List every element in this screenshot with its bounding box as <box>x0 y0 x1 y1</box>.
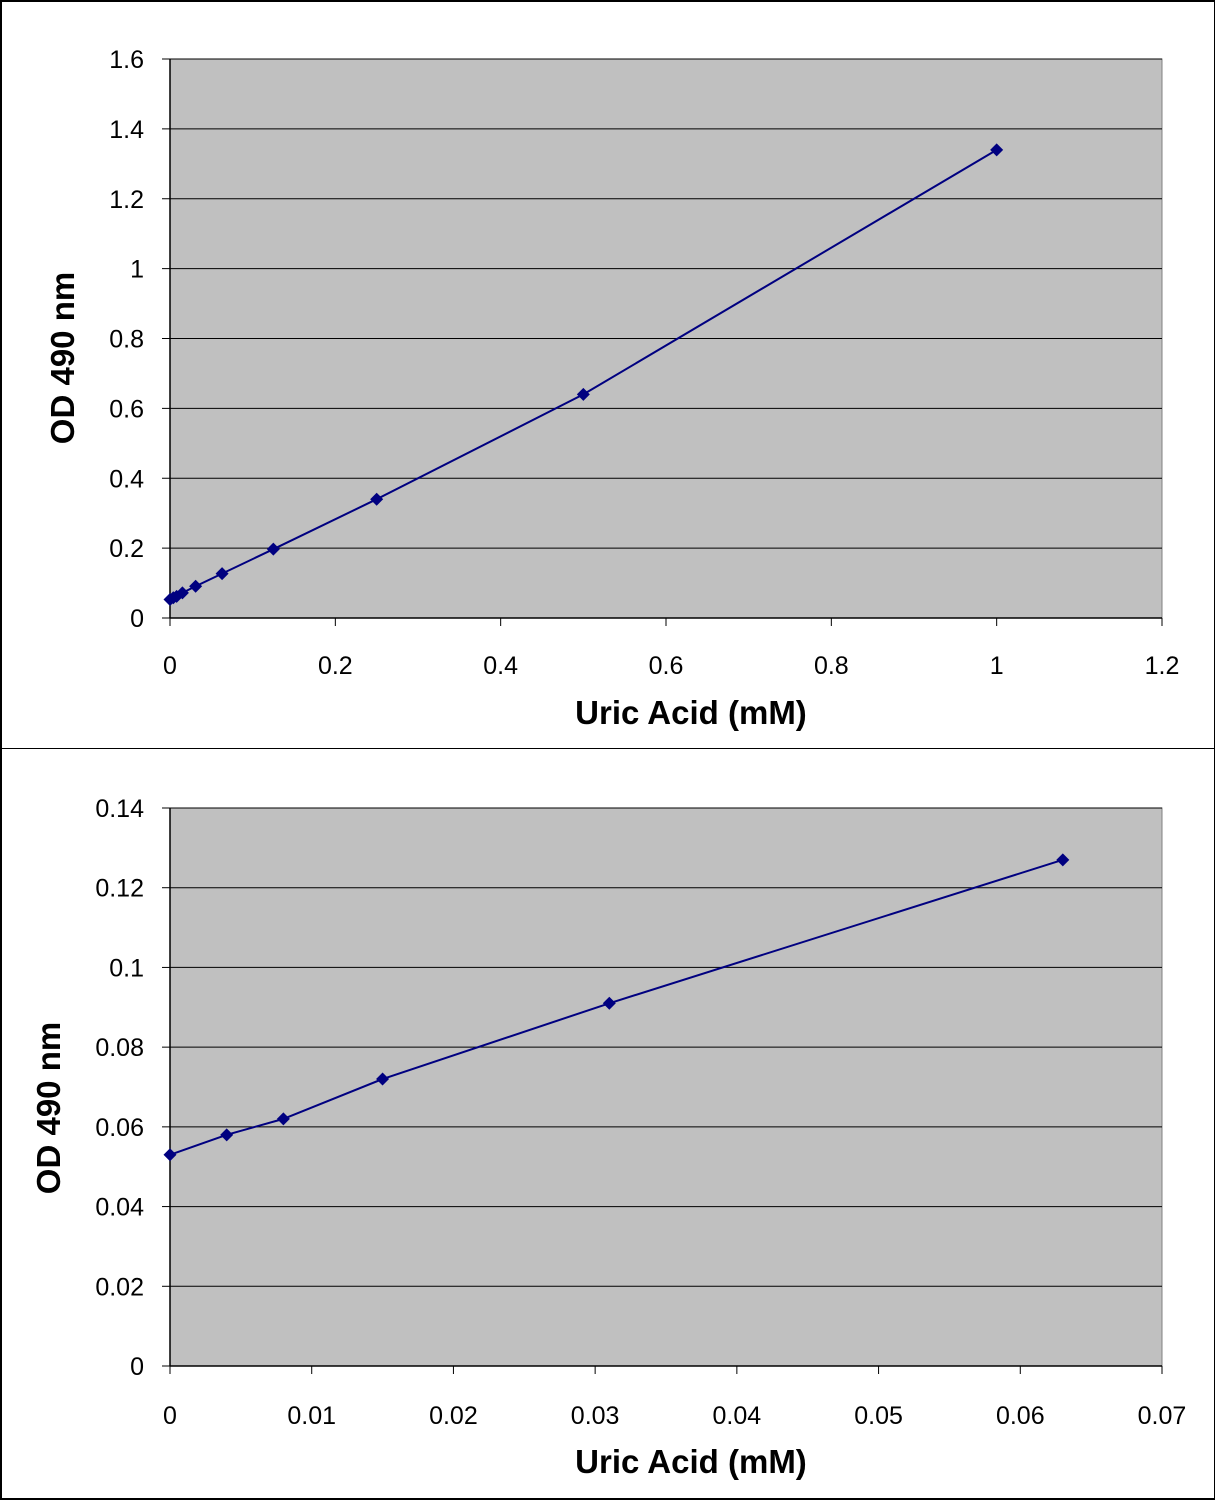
chart-2-x-tick-label: 0.06 <box>996 1402 1045 1430</box>
chart-2-x-tick-label: 0.05 <box>854 1402 903 1430</box>
chart-1-y-tick-label: 0.6 <box>109 395 144 423</box>
chart-1-x-tick-label: 1 <box>990 652 1004 680</box>
chart-1-x-tick-label: 0.8 <box>814 652 849 680</box>
chart-1-data-point <box>175 586 189 600</box>
chart-2-data-point <box>163 1148 177 1162</box>
chart-1-y-tick-label: 1.6 <box>109 46 144 74</box>
chart-1-data-point <box>189 579 203 593</box>
chart-1-data-point <box>370 492 384 506</box>
chart-2-y-tick-label: 0.08 <box>95 1034 144 1062</box>
chart-2-y-tick-label: 0.02 <box>95 1273 144 1301</box>
chart-1-y-tick-label: 1.4 <box>109 116 144 144</box>
chart-1-data-point <box>990 143 1004 157</box>
chart-2-x-tick-label: 0.03 <box>571 1402 620 1430</box>
chart-1-x-tick-label: 1.2 <box>1145 652 1180 680</box>
chart-2-y-tick-label: 0.04 <box>95 1194 144 1222</box>
chart-2-series-line <box>169 858 1064 1156</box>
chart-2-plot-area <box>169 807 1163 1367</box>
chart-2-data-point <box>220 1128 234 1142</box>
chart-1-data-point <box>266 542 280 556</box>
chart-2-y-tick-label: 0.12 <box>95 875 144 903</box>
chart-1-x-axis-title: Uric Acid (mM) <box>575 694 807 731</box>
chart-1-x-tick-label: 0 <box>163 652 177 680</box>
chart-1-x-tick-label: 0.2 <box>318 652 353 680</box>
chart-2-x-tick-label: 0.01 <box>287 1402 336 1430</box>
chart-2-y-tick-label: 0.1 <box>109 954 144 982</box>
chart-2-x-tick-label: 0.04 <box>713 1402 762 1430</box>
chart-2-x-axis-title: Uric Acid (mM) <box>575 1443 807 1480</box>
chart-2-data-point <box>602 996 616 1010</box>
chart-1-y-tick-label: 0.8 <box>109 326 144 354</box>
chart-1-data-point <box>215 567 229 581</box>
chart-1-x-tick-label: 0.4 <box>483 652 518 680</box>
chart-1-y-tick-label: 0.4 <box>109 465 144 493</box>
chart-2-data-point <box>376 1072 390 1086</box>
chart-2-x-tick-label: 0.02 <box>429 1402 478 1430</box>
chart-2-x-tick-label: 0 <box>163 1402 177 1430</box>
chart-1-data-point <box>576 387 590 401</box>
chart-1-y-tick-label: 1 <box>130 256 144 284</box>
chart-2-y-axis-title: OD 490 nm <box>30 1022 67 1194</box>
chart-1-y-axis-title: OD 490 nm <box>44 272 81 444</box>
chart-panel-2: 0 0.02 0.04 0.06 0.08 0.1 0.12 0.14 0 0.01 0.02 0.0… <box>0 748 1215 1500</box>
chart-2: 0 0.02 0.04 0.06 0.08 0.1 0.12 0.14 0 0.01 0.02 0.0… <box>30 795 1187 1480</box>
chart-1-y-tick-label: 1.2 <box>109 186 144 214</box>
chart-panel-1: 0 0.2 0.4 0.6 0.8 1 1.2 1.4 1.6 0 0.2 0.4 0.6 0.8 1 1.2… <box>0 0 1215 749</box>
chart-2-x-tick-label: 0.07 <box>1138 1402 1187 1430</box>
chart-1-y-tick-label: 0 <box>130 605 144 633</box>
chart-2-y-tick-label: 0.06 <box>95 1114 144 1142</box>
chart-1: 0 0.2 0.4 0.6 0.8 1 1.2 1.4 1.6 0 0.2 0.4 0.6 0.8 1 1.2… <box>44 46 1180 731</box>
chart-2-data-point <box>1056 853 1070 867</box>
chart-2-data-point <box>276 1112 290 1126</box>
chart-1-y-tick-label: 0.2 <box>109 535 144 563</box>
chart-2-y-tick-label: 0 <box>130 1353 144 1381</box>
chart-2-y-tick-label: 0.14 <box>95 795 144 823</box>
chart-1-x-tick-label: 0.6 <box>649 652 684 680</box>
